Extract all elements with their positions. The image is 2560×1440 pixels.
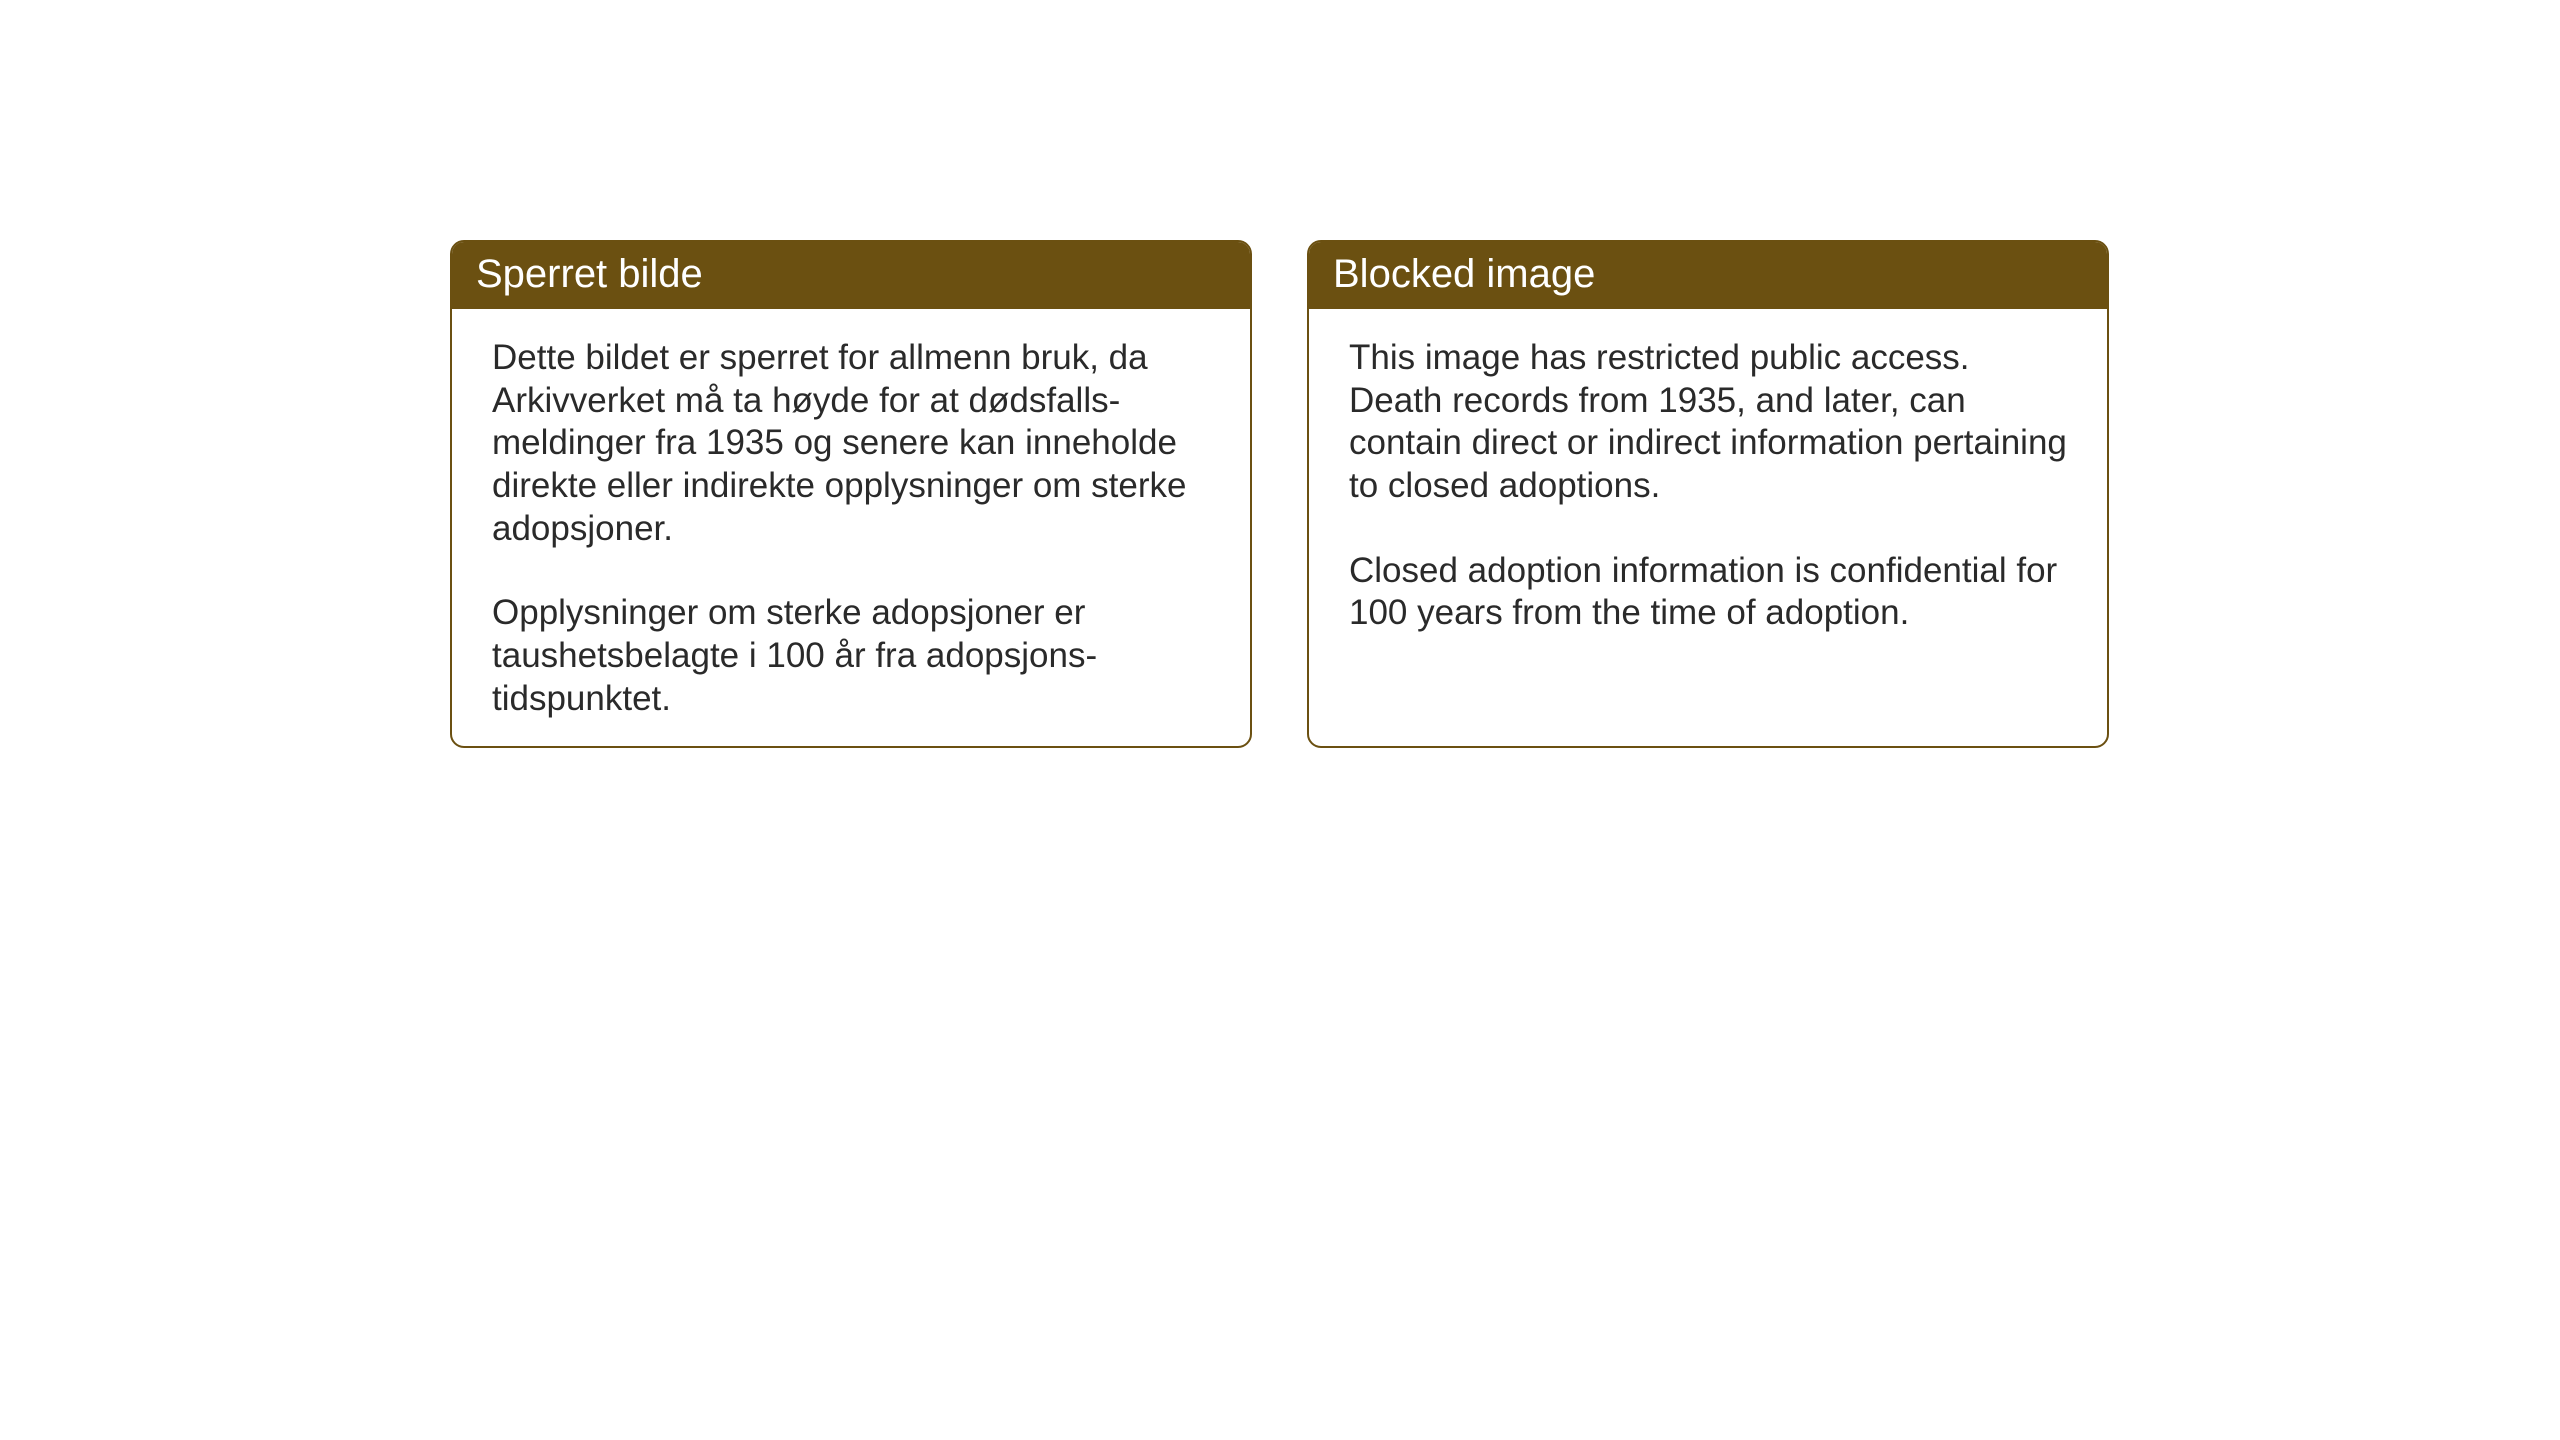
norwegian-paragraph-2: Opplysninger om sterke adopsjoner er tau… (492, 592, 1210, 720)
cards-container: Sperret bilde Dette bildet er sperret fo… (450, 240, 2109, 748)
norwegian-card-body: Dette bildet er sperret for allmenn bruk… (452, 309, 1250, 748)
norwegian-paragraph-1: Dette bildet er sperret for allmenn bruk… (492, 337, 1210, 550)
english-card: Blocked image This image has restricted … (1307, 240, 2109, 748)
english-paragraph-2: Closed adoption information is confident… (1349, 550, 2067, 635)
norwegian-card-header: Sperret bilde (452, 242, 1250, 309)
english-card-body: This image has restricted public access.… (1309, 309, 2107, 675)
english-card-title: Blocked image (1333, 252, 1595, 296)
english-card-header: Blocked image (1309, 242, 2107, 309)
norwegian-card: Sperret bilde Dette bildet er sperret fo… (450, 240, 1252, 748)
norwegian-card-title: Sperret bilde (476, 252, 703, 296)
english-paragraph-1: This image has restricted public access.… (1349, 337, 2067, 508)
